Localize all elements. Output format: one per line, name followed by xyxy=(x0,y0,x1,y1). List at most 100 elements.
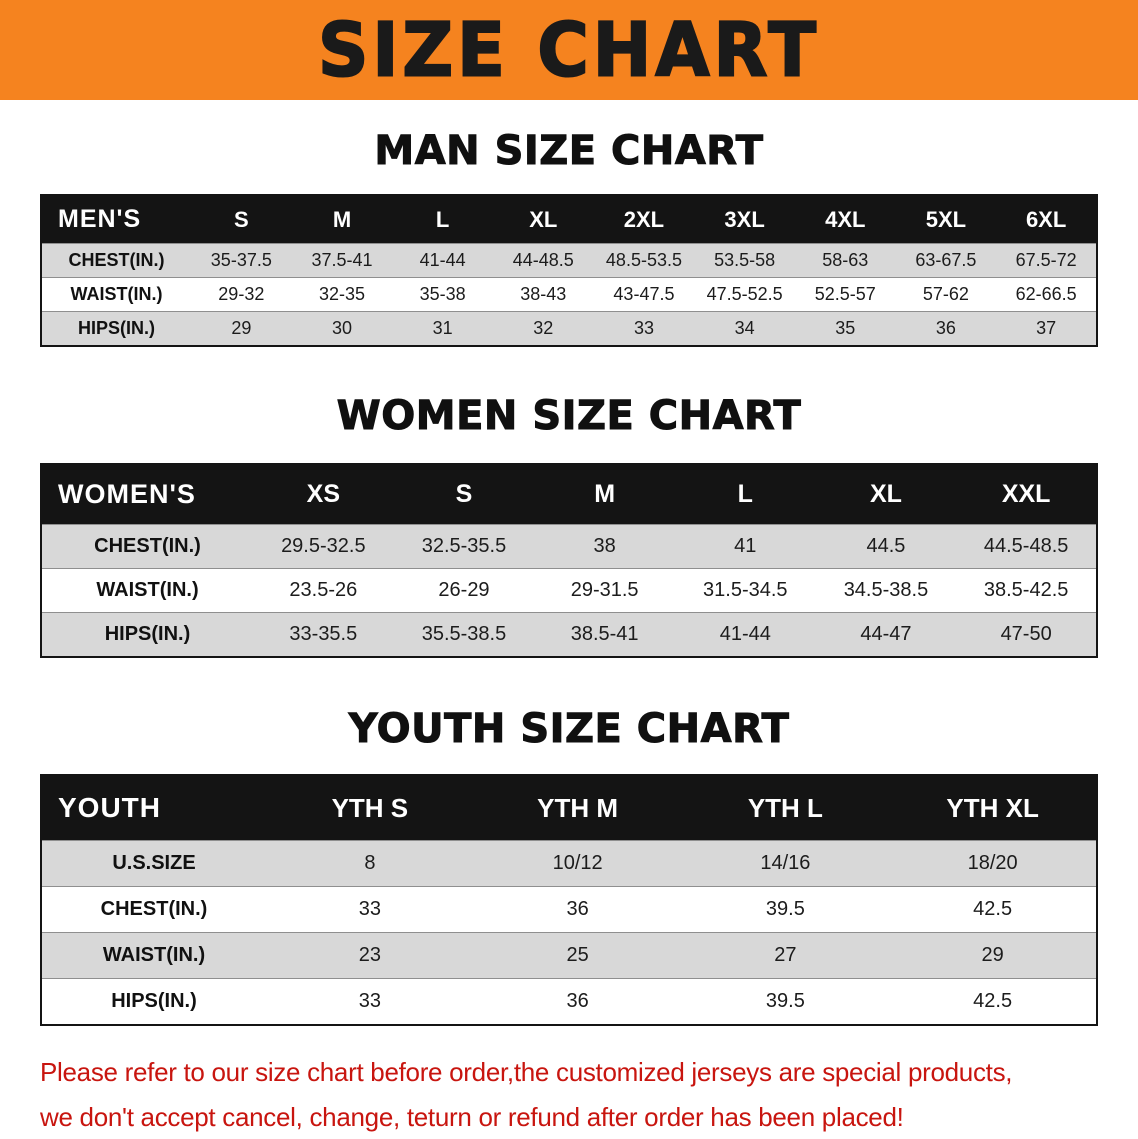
table-row: WAIST(IN.) 23.5-26 26-29 29-31.5 31.5-34.5 34… xyxy=(41,568,1097,613)
table-cell: 36 xyxy=(473,978,682,1025)
women-size-section: WOMEN SIZE CHART WOMEN'S XS S M L XL XXL CHEST(… xyxy=(0,393,1138,658)
row-label: CHEST(IN.) xyxy=(41,243,191,278)
table-row: CHEST(IN.) 29.5-32.5 32.5-35.5 38 41 44.5 44.5… xyxy=(41,524,1097,569)
column-header: XL xyxy=(492,195,594,244)
table-cell: 23 xyxy=(266,932,474,979)
table-cell: 31 xyxy=(392,311,493,346)
table-cell: 10/12 xyxy=(473,840,682,887)
table-cell: 48.5-53.5 xyxy=(593,243,695,278)
table-cell: 37.5-41 xyxy=(291,243,393,278)
table-cell: 41-44 xyxy=(674,612,816,657)
disclaimer-line-2: we don't accept cancel, change, teturn o… xyxy=(40,1101,904,1132)
column-header: 2XL xyxy=(593,195,695,244)
table-cell: 29-32 xyxy=(191,277,292,312)
table-cell: 57-62 xyxy=(895,277,997,312)
column-header: YTH M xyxy=(473,775,682,841)
size-chart-banner: SIZE CHART xyxy=(0,0,1138,100)
table-cell: 44-48.5 xyxy=(492,243,594,278)
row-label: WAIST(IN.) xyxy=(41,568,253,613)
men-size-section: MAN SIZE CHART MEN'S S M L XL 2XL 3XL 4XL 5XL 6XL… xyxy=(0,128,1138,347)
youth-section-heading: YOUTH SIZE CHART xyxy=(348,706,790,753)
table-cell: 37 xyxy=(996,311,1097,346)
table-cell: 38.5-41 xyxy=(534,612,675,657)
table-cell: 41 xyxy=(674,524,816,569)
table-cell: 8 xyxy=(266,840,474,887)
table-row: CHEST(IN.) 35-37.5 37.5-41 41-44 44-48.5 48.5… xyxy=(41,243,1097,278)
table-cell: 29 xyxy=(191,311,292,346)
youth-size-section: YOUTH SIZE CHART YOUTH YTH S YTH M YTH L YTH… xyxy=(0,706,1138,1026)
column-header: S xyxy=(393,464,535,525)
column-header: XL xyxy=(815,464,957,525)
table-cell: 32 xyxy=(492,311,594,346)
table-cell: 31.5-34.5 xyxy=(674,568,816,613)
row-label: HIPS(IN.) xyxy=(41,978,266,1025)
row-label: HIPS(IN.) xyxy=(41,311,191,346)
table-corner-label: WOMEN'S xyxy=(41,464,253,525)
column-header: YTH L xyxy=(681,775,890,841)
women-size-table: WOMEN'S XS S M L XL XXL CHEST(IN.) 29.5-32.5 32.5… xyxy=(40,463,1098,658)
row-label: CHEST(IN.) xyxy=(41,524,253,569)
table-row: HIPS(IN.) 33 36 39.5 42.5 xyxy=(41,978,1097,1025)
table-cell: 44.5-48.5 xyxy=(956,524,1097,569)
table-cell: 39.5 xyxy=(681,978,890,1025)
column-header: 4XL xyxy=(794,195,896,244)
table-cell: 29.5-32.5 xyxy=(253,524,394,569)
row-label: HIPS(IN.) xyxy=(41,612,253,657)
table-corner-label: MEN'S xyxy=(41,195,191,244)
table-cell: 62-66.5 xyxy=(996,277,1097,312)
table-row: HIPS(IN.) 33-35.5 35.5-38.5 38.5-41 41-44 44-… xyxy=(41,612,1097,657)
table-row: CHEST(IN.) 33 36 39.5 42.5 xyxy=(41,886,1097,933)
table-cell: 44-47 xyxy=(815,612,957,657)
column-header: 3XL xyxy=(694,195,795,244)
men-section-heading: MAN SIZE CHART xyxy=(374,128,764,175)
table-cell: 33 xyxy=(593,311,695,346)
table-cell: 39.5 xyxy=(681,886,890,933)
table-cell: 38-43 xyxy=(492,277,594,312)
table-header-row: MEN'S S M L XL 2XL 3XL 4XL 5XL 6XL xyxy=(41,195,1097,244)
table-cell: 42.5 xyxy=(889,978,1097,1025)
table-row: WAIST(IN.) 29-32 32-35 35-38 38-43 43-47.5 47.… xyxy=(41,277,1097,312)
table-cell: 36 xyxy=(473,886,682,933)
table-cell: 34 xyxy=(694,311,795,346)
table-cell: 27 xyxy=(681,932,890,979)
table-cell: 35 xyxy=(794,311,896,346)
table-cell: 53.5-58 xyxy=(694,243,795,278)
table-cell: 29-31.5 xyxy=(534,568,675,613)
column-header: M xyxy=(534,464,675,525)
table-cell: 67.5-72 xyxy=(996,243,1097,278)
column-header: XS xyxy=(253,464,394,525)
column-header: S xyxy=(191,195,292,244)
table-cell: 33 xyxy=(266,978,474,1025)
table-cell: 35-37.5 xyxy=(191,243,292,278)
table-cell: 23.5-26 xyxy=(253,568,394,613)
page-title: SIZE CHART xyxy=(317,5,821,94)
table-cell: 34.5-38.5 xyxy=(815,568,957,613)
disclaimer-note: Please refer to our size chart before or… xyxy=(40,1050,1138,1139)
table-cell: 32-35 xyxy=(291,277,393,312)
table-cell: 63-67.5 xyxy=(895,243,997,278)
table-cell: 38.5-42.5 xyxy=(956,568,1097,613)
table-cell: 36 xyxy=(895,311,997,346)
table-header-row: YOUTH YTH S YTH M YTH L YTH XL xyxy=(41,775,1097,841)
table-cell: 18/20 xyxy=(889,840,1097,887)
table-cell: 44.5 xyxy=(815,524,957,569)
table-cell: 58-63 xyxy=(794,243,896,278)
table-cell: 33-35.5 xyxy=(253,612,394,657)
row-label: WAIST(IN.) xyxy=(41,277,191,312)
table-cell: 47.5-52.5 xyxy=(694,277,795,312)
table-cell: 35.5-38.5 xyxy=(393,612,535,657)
table-cell: 35-38 xyxy=(392,277,493,312)
table-cell: 14/16 xyxy=(681,840,890,887)
row-label: U.S.SIZE xyxy=(41,840,266,887)
table-cell: 33 xyxy=(266,886,474,933)
table-header-row: WOMEN'S XS S M L XL XXL xyxy=(41,464,1097,525)
table-row: WAIST(IN.) 23 25 27 29 xyxy=(41,932,1097,979)
table-cell: 41-44 xyxy=(392,243,493,278)
table-cell: 47-50 xyxy=(956,612,1097,657)
column-header: 6XL xyxy=(996,195,1097,244)
table-cell: 42.5 xyxy=(889,886,1097,933)
column-header: M xyxy=(291,195,393,244)
column-header: YTH S xyxy=(266,775,474,841)
table-corner-label: YOUTH xyxy=(41,775,266,841)
table-cell: 38 xyxy=(534,524,675,569)
